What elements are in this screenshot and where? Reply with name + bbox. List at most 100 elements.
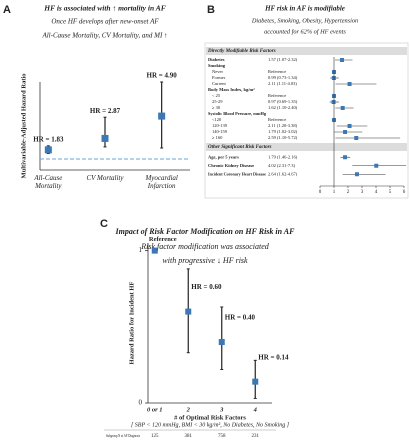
row-estimate: Reference bbox=[268, 117, 286, 122]
row-estimate: 2.59 (1.10-5.72) bbox=[268, 135, 298, 140]
hr-marker bbox=[343, 130, 348, 134]
row-label: 120-139 bbox=[212, 123, 228, 128]
hr-marker bbox=[340, 106, 345, 110]
value-label: HR = 0.60 bbox=[191, 283, 222, 291]
row-label: 25-29 bbox=[212, 99, 223, 104]
x-tick-label: 0 or 1 bbox=[147, 406, 163, 413]
section-title: Other Significant Risk Factors bbox=[208, 145, 272, 150]
panel-subtitle: All-Cause Mortality, CV Mortality, and M… bbox=[41, 32, 167, 40]
section-bar bbox=[206, 47, 407, 55]
panel-subtitle: Risk factor modification was associated bbox=[140, 242, 270, 251]
row-label: <120 bbox=[212, 117, 222, 122]
row-label: Smoking bbox=[208, 63, 226, 68]
x-axis-label: # of Optimal Risk Factors bbox=[174, 414, 246, 421]
row-label: Former bbox=[212, 75, 226, 80]
row-estimate: Reference bbox=[268, 69, 286, 74]
y-axis-label: Multivariable-Adjusted Hazard Ratio bbox=[20, 73, 27, 178]
row-label: Chronic Kidney Disease bbox=[208, 163, 254, 168]
row-estimate: 0.99 (0.73-1.34) bbox=[268, 75, 298, 80]
hr-marker bbox=[343, 155, 348, 160]
row-estimate: 2.64 (1.62-4.67) bbox=[268, 171, 298, 176]
row-estimate: 2.11 (1.20-3.38) bbox=[268, 123, 298, 128]
row-label: Systolic Blood Pressure, mmHg bbox=[208, 111, 267, 116]
row-label: Never bbox=[212, 69, 223, 74]
value-label: HR = 0.14 bbox=[258, 353, 289, 361]
x-tick-label: 1 bbox=[333, 190, 336, 195]
x-tick-label: 5 bbox=[389, 190, 392, 195]
point bbox=[151, 247, 158, 254]
x-tick-label: CV Mortality bbox=[86, 174, 124, 182]
panel-letter: B bbox=[207, 4, 215, 16]
table-cell: 758 bbox=[218, 434, 226, 439]
row-label: < 25 bbox=[212, 93, 221, 98]
row-label: Current bbox=[212, 81, 226, 86]
x-tick-label: 2 bbox=[347, 190, 350, 195]
row-estimate: 4.02 (2.31-7.3) bbox=[268, 163, 295, 168]
hr-marker bbox=[339, 58, 344, 62]
x-tick-label: 4 bbox=[253, 406, 258, 413]
forest-plot bbox=[329, 58, 406, 177]
point bbox=[185, 308, 192, 315]
point bbox=[252, 378, 259, 385]
value-label: HR = 0.40 bbox=[225, 314, 256, 322]
forest-frame bbox=[204, 42, 409, 199]
x-tick-label: Myocardial Infarction bbox=[145, 174, 178, 190]
table-label: Subgroup N at AF Diagnosis bbox=[106, 433, 140, 438]
y-axis-label: Hazard Ratio for Incident HF bbox=[128, 282, 135, 365]
panel-title: Impact of Risk Factor Modification on HF… bbox=[115, 227, 296, 236]
row-label: 140-159 bbox=[212, 129, 228, 134]
panel-subtitle: with progressive ↓ HF risk bbox=[162, 256, 248, 265]
table-cell: 381 bbox=[185, 434, 193, 439]
y-tick-label: 1 bbox=[139, 246, 143, 254]
section-bar bbox=[206, 143, 407, 151]
x-tick-label: 6 bbox=[403, 190, 406, 195]
row-estimate: 1.79 (1.02-3.02) bbox=[268, 129, 298, 134]
reference-label: Reference bbox=[149, 236, 177, 243]
x-tick-label: 3 bbox=[219, 406, 224, 413]
x-tick-label: 3 bbox=[361, 190, 364, 195]
row-estimate: 1.57 (1.07-2.32) bbox=[268, 57, 298, 62]
panel-subtitle: Once HF develops after new-onset AF bbox=[51, 18, 159, 26]
panel-letter: A bbox=[3, 4, 11, 16]
point bbox=[101, 134, 109, 142]
panel-letter: C bbox=[100, 218, 108, 230]
point bbox=[158, 112, 166, 120]
value-label: HR = 1.83 bbox=[33, 135, 64, 143]
y-tick-label: 0 bbox=[139, 399, 143, 407]
x-axis-note: [ SBP < 120 mmHg, BMI < 30 kg/m², No Dia… bbox=[131, 422, 290, 428]
panel-title: HF is associated with ↑ mortality in AF bbox=[43, 4, 165, 13]
point bbox=[44, 146, 52, 154]
row-label: ≥ 30 bbox=[212, 105, 221, 110]
row-label: Age, per 5 years bbox=[208, 154, 239, 159]
row-estimate: 0.97 (0.69-1.35) bbox=[268, 99, 298, 104]
row-estimate: 1.62 (1.10-2.40) bbox=[268, 105, 298, 110]
row-label: Body Mass Index, kg/m² bbox=[208, 87, 255, 92]
x-tick-label: All-Cause Mortality bbox=[34, 174, 63, 190]
panel-title: HF risk in AF is modifiable bbox=[264, 5, 345, 13]
panel-subtitle: Diabetes, Smoking, Obesity, Hypertension bbox=[251, 17, 358, 24]
row-estimate: 2.11 (1.11-4.03) bbox=[268, 81, 297, 86]
row-estimate: 1.79 (1.46-2.16) bbox=[268, 154, 298, 159]
hr-marker bbox=[347, 82, 352, 86]
row-label: Diabetes bbox=[208, 57, 225, 62]
value-label: HR = 2.87 bbox=[90, 107, 121, 115]
row-estimate: Reference bbox=[268, 93, 286, 98]
hr-marker bbox=[374, 163, 379, 168]
x-tick-label: 0 bbox=[319, 190, 322, 195]
panel-subtitle: accounted for 62% of HF events bbox=[264, 28, 346, 35]
x-tick-label: 4 bbox=[375, 190, 378, 195]
table-cell: 231 bbox=[252, 434, 260, 439]
hr-marker bbox=[347, 124, 352, 128]
row-label: Incident Coronary Heart Disease bbox=[208, 171, 266, 176]
table-cell: 125 bbox=[151, 434, 159, 439]
value-label: HR = 4.90 bbox=[147, 72, 178, 80]
hr-marker bbox=[354, 172, 359, 177]
point bbox=[218, 339, 225, 346]
hr-marker bbox=[331, 100, 336, 104]
section-title: Directly Modifiable Risk Factors bbox=[207, 49, 276, 54]
row-label: ≥ 160 bbox=[212, 135, 223, 140]
hr-marker bbox=[354, 136, 359, 140]
x-tick-label: 2 bbox=[186, 406, 191, 413]
